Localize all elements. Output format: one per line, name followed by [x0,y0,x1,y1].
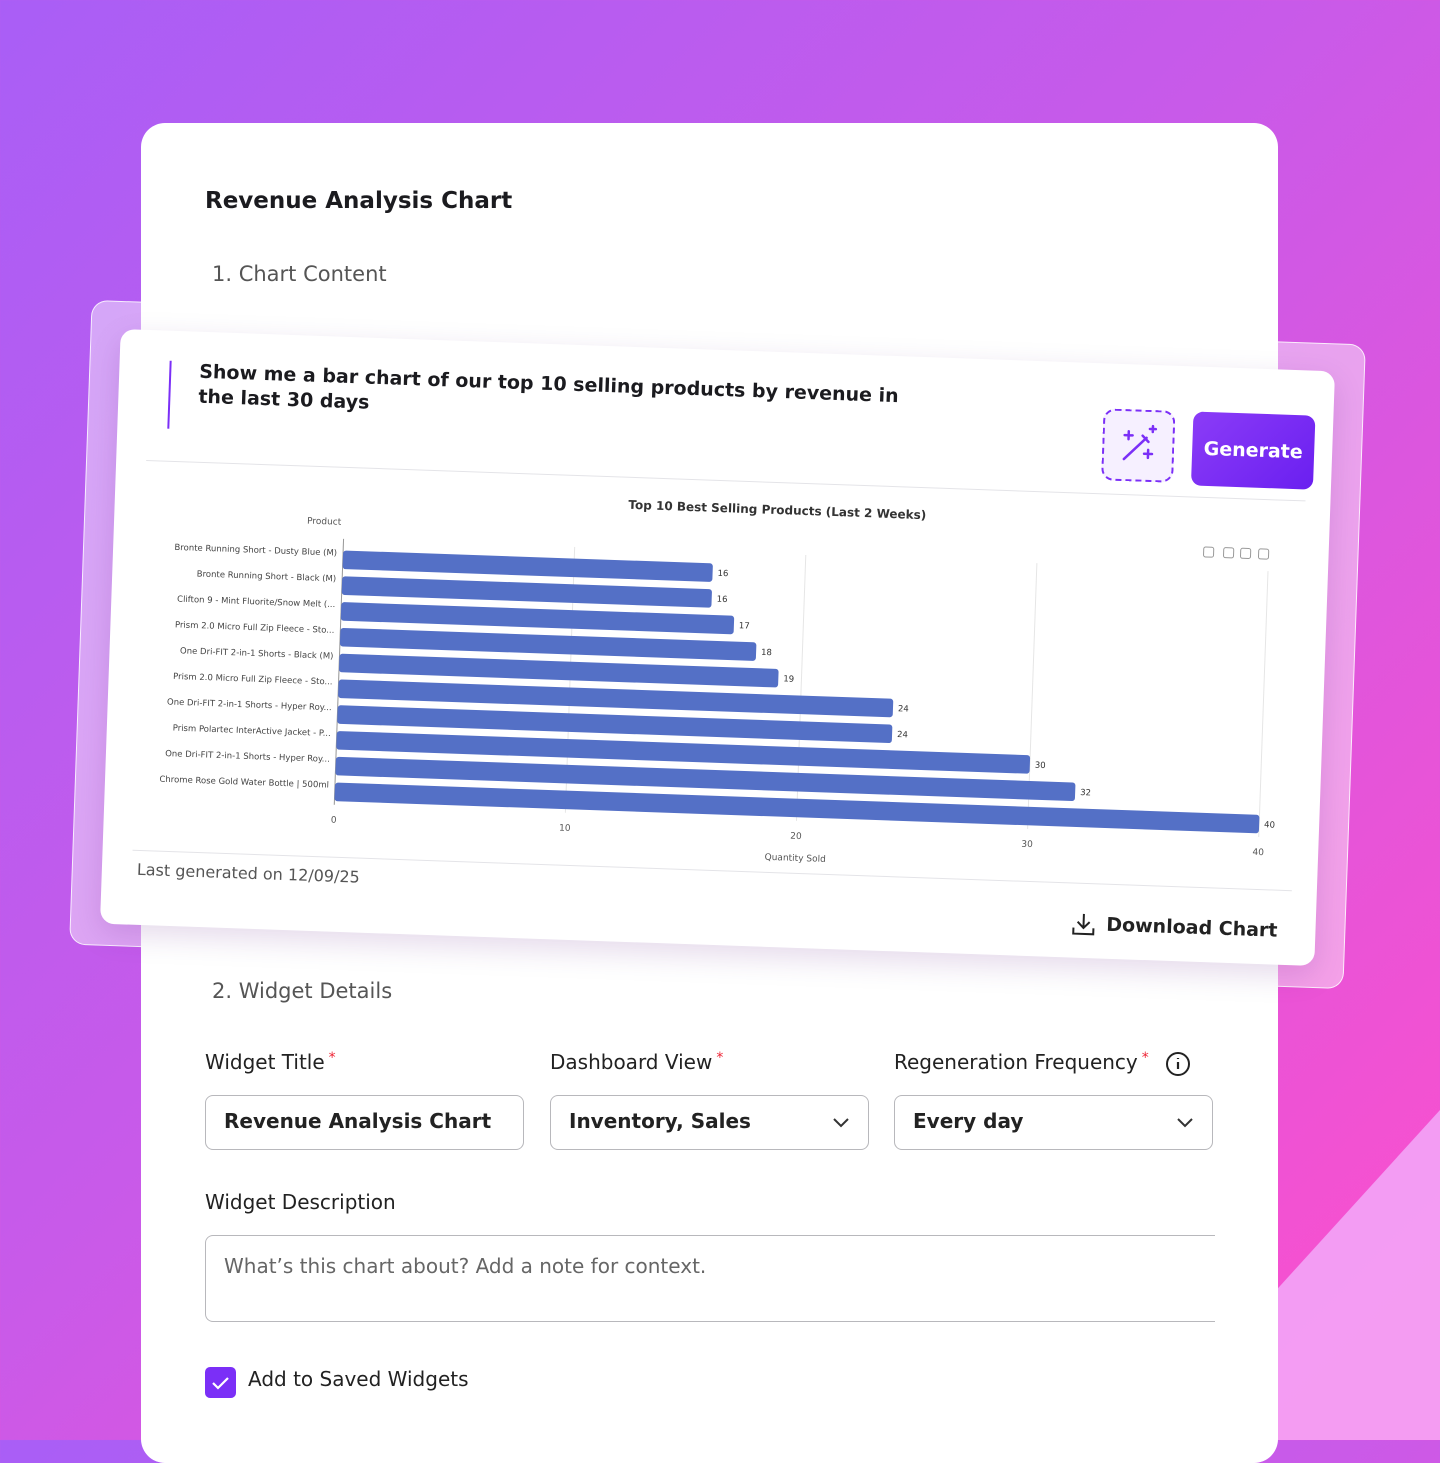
x-axis-label: Quantity Sold [764,853,825,865]
download-label: Download Chart [1105,913,1278,942]
chart: Top 10 Best Selling Products (Last 2 Wee… [159,498,1275,865]
section-heading: 1. Chart Content [212,262,387,286]
data-label: 16 [716,595,727,605]
field-label: Widget Title * [205,1050,336,1074]
x-tick-label: 10 [559,824,571,834]
toolbar-icon [1240,547,1252,559]
data-label: 17 [739,621,750,631]
bar [336,731,1031,774]
y-tick-label: Prism 2.0 Micro Full Zip Fleece - Sto... [173,672,333,688]
textarea[interactable]: What’s this chart about? Add a note for … [205,1235,1215,1322]
chevron [1177,1118,1193,1128]
prompt-accent [167,360,172,429]
bar [339,627,757,661]
select-value: Every day [913,1109,1024,1133]
field-label: Regeneration Frequency * [894,1050,1191,1077]
checkbox-label: Add to Saved Widgets [248,1367,469,1391]
generate-button[interactable]: Generate [1190,411,1316,490]
field-label: Widget Description [205,1190,396,1214]
y-tick-label: Bronte Running Short - Dusty Blue (M) [174,543,337,559]
x-tick-label: 30 [1021,840,1033,850]
label-text: Regeneration Frequency [894,1050,1138,1074]
y-axis-label: Product [307,517,342,528]
data-label: 19 [783,674,794,684]
label-text: Widget Title [205,1050,325,1074]
wand-icon [1122,424,1158,461]
form-title: Revenue Analysis Chart [205,188,513,214]
data-label: 40 [1264,820,1275,830]
text-input[interactable]: Revenue Analysis Chart [205,1095,524,1150]
required-mark: * [716,1050,724,1066]
data-label: 16 [717,569,728,579]
y-tick-label: Prism 2.0 Micro Full Zip Fleece - Sto... [175,620,335,636]
bar [338,679,894,718]
last-generated: Last generated on 12/09/25 [136,859,361,887]
y-tick-label: Chrome Rose Gold Water Bottle | 500ml [159,775,329,791]
x-tick-label: 40 [1252,848,1264,858]
x-tick-label: 20 [790,832,802,842]
grid-line [1258,571,1269,838]
bar [340,602,735,635]
toolbar-icon [1203,546,1215,558]
y-tick-label: One Dri-FIT 2-in-1 Shorts - Hyper Roy... [167,698,332,714]
required-mark: * [328,1050,336,1066]
section-heading: 2. Widget Details [212,979,393,1003]
y-tick-label: One Dri-FIT 2-in-1 Shorts - Black (M) [180,646,334,661]
download-icon [1071,913,1095,936]
bar [335,756,1076,802]
data-label: 18 [761,648,772,658]
chart-card: Show me a bar chart of our top 10 sellin… [99,328,1336,967]
check-icon [212,1377,229,1390]
field-label: Dashboard View * [550,1050,723,1074]
x-tick-label: 0 [331,816,337,826]
prompt-text[interactable]: Show me a bar chart of our top 10 sellin… [198,360,900,414]
data-label: 30 [1035,761,1046,771]
bar [341,576,712,608]
bar [337,705,893,744]
chart-title: Top 10 Best Selling Products (Last 2 Wee… [628,498,926,522]
bar [339,653,779,688]
data-label: 24 [898,704,909,714]
data-label: 32 [1080,788,1091,798]
label-text: Dashboard View [550,1050,713,1074]
info-icon[interactable] [1165,1051,1191,1077]
download-button[interactable]: Download Chart [1070,910,1278,943]
toolbar-icon [1257,548,1270,560]
y-tick-label: Prism Polartec InterActive Jacket - P... [172,724,330,740]
bar [334,782,1260,834]
y-tick-label: Bronte Running Short - Black (M) [197,569,337,584]
bar [342,550,713,582]
select[interactable]: Every day [894,1095,1213,1150]
data-label: 24 [897,730,908,740]
checkbox[interactable] [205,1367,236,1398]
required-mark: * [1141,1050,1149,1066]
toolbar-icon [1223,547,1235,559]
select[interactable]: Inventory, Sales [550,1095,869,1150]
chevron [833,1118,849,1128]
select-value: Inventory, Sales [569,1109,751,1133]
y-tick-label: Clifton 9 - Mint Fluorite/Snow Melt (... [177,595,336,611]
magic-button[interactable] [1101,408,1176,483]
y-tick-label: One Dri-FIT 2-in-1 Shorts - Hyper Roy... [165,749,330,765]
